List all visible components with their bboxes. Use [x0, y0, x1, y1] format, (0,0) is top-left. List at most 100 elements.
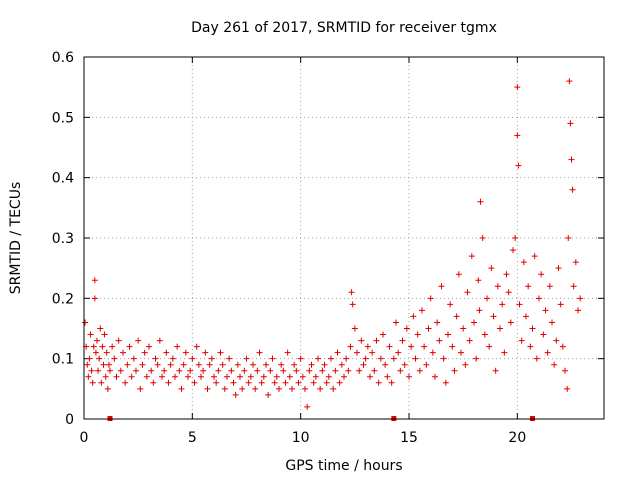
data-point [564, 385, 571, 392]
data-point [471, 319, 477, 326]
data-point [156, 337, 163, 344]
data-point [341, 373, 347, 380]
data-point [109, 343, 116, 350]
data-point [150, 379, 157, 386]
data-point [369, 349, 376, 356]
x-tick-label: 5 [188, 430, 197, 446]
data-point [393, 319, 399, 326]
data-point [247, 373, 254, 380]
x-axis-label: GPS time / hours [285, 458, 402, 474]
data-point [514, 84, 521, 91]
data-point [527, 343, 534, 350]
data-point [403, 325, 410, 332]
data-point [87, 331, 94, 338]
data-point [531, 253, 538, 260]
data-point [159, 373, 165, 380]
data-point [559, 343, 566, 350]
data-point [481, 331, 488, 338]
data-point [152, 355, 159, 362]
data-point [297, 355, 304, 362]
data-point [569, 186, 576, 193]
data-point [553, 337, 560, 344]
data-point [91, 277, 98, 284]
data-point [397, 367, 404, 374]
data-point [319, 367, 326, 374]
data-point [141, 349, 148, 356]
data-point [299, 373, 306, 380]
data-point [139, 361, 146, 368]
data-point [280, 367, 287, 374]
data-point [172, 373, 178, 380]
data-point [180, 361, 187, 368]
data-point [135, 337, 142, 344]
data-point [544, 349, 551, 356]
y-tick-label: 0.2 [52, 291, 74, 307]
data-point [323, 379, 330, 386]
data-point [254, 367, 261, 374]
data-point [442, 379, 449, 386]
data-point [234, 361, 241, 368]
data-point [104, 385, 111, 392]
data-point [224, 373, 230, 380]
data-point [423, 361, 430, 368]
data-point [241, 367, 248, 374]
data-point [490, 313, 497, 320]
data-point [282, 379, 289, 386]
y-tick-label: 0.6 [52, 50, 74, 66]
data-point [447, 301, 454, 308]
data-point [206, 361, 213, 368]
data-point [380, 331, 386, 338]
data-point [449, 343, 456, 350]
data-point [317, 385, 324, 392]
data-point [515, 162, 522, 169]
data-point [386, 343, 393, 350]
chart-title: Day 261 of 2017, SRMTID for receiver tgm… [191, 20, 497, 36]
data-point [476, 307, 483, 314]
data-point [163, 349, 170, 356]
y-tick-label: 0.1 [52, 352, 74, 368]
data-point [325, 373, 332, 380]
data-point [193, 343, 200, 350]
data-point [204, 385, 211, 392]
data-point [416, 367, 423, 374]
data-point [425, 325, 432, 332]
data-point [503, 271, 510, 278]
data-point [453, 313, 460, 320]
data-point [529, 325, 536, 332]
data-point [572, 259, 579, 266]
data-point [243, 355, 250, 362]
data-point [410, 313, 417, 320]
data-point [237, 373, 243, 380]
data-points [82, 78, 584, 410]
data-point [427, 295, 434, 302]
data-point [512, 235, 519, 241]
data-point [239, 385, 246, 392]
data-point [429, 349, 436, 356]
data-point [343, 355, 350, 362]
data-point [258, 379, 265, 386]
data-point [117, 367, 124, 374]
data-point [289, 385, 295, 392]
data-point [510, 247, 516, 254]
data-point [308, 361, 315, 368]
data-point [208, 355, 215, 362]
data-point [126, 343, 133, 350]
data-point [507, 319, 514, 326]
data-point [263, 361, 269, 368]
data-point [458, 349, 464, 356]
data-point [395, 349, 402, 356]
data-point [484, 295, 490, 302]
data-point [451, 367, 458, 374]
x-tick-label: 10 [292, 430, 310, 446]
data-point [520, 259, 527, 266]
data-point [349, 301, 356, 308]
data-point [94, 337, 100, 344]
data-point [228, 367, 235, 374]
data-point [195, 361, 202, 368]
data-point [466, 337, 473, 344]
data-point [271, 379, 278, 386]
data-point [538, 271, 545, 278]
data-point [102, 373, 109, 380]
data-point [122, 379, 129, 386]
data-point [570, 283, 577, 290]
